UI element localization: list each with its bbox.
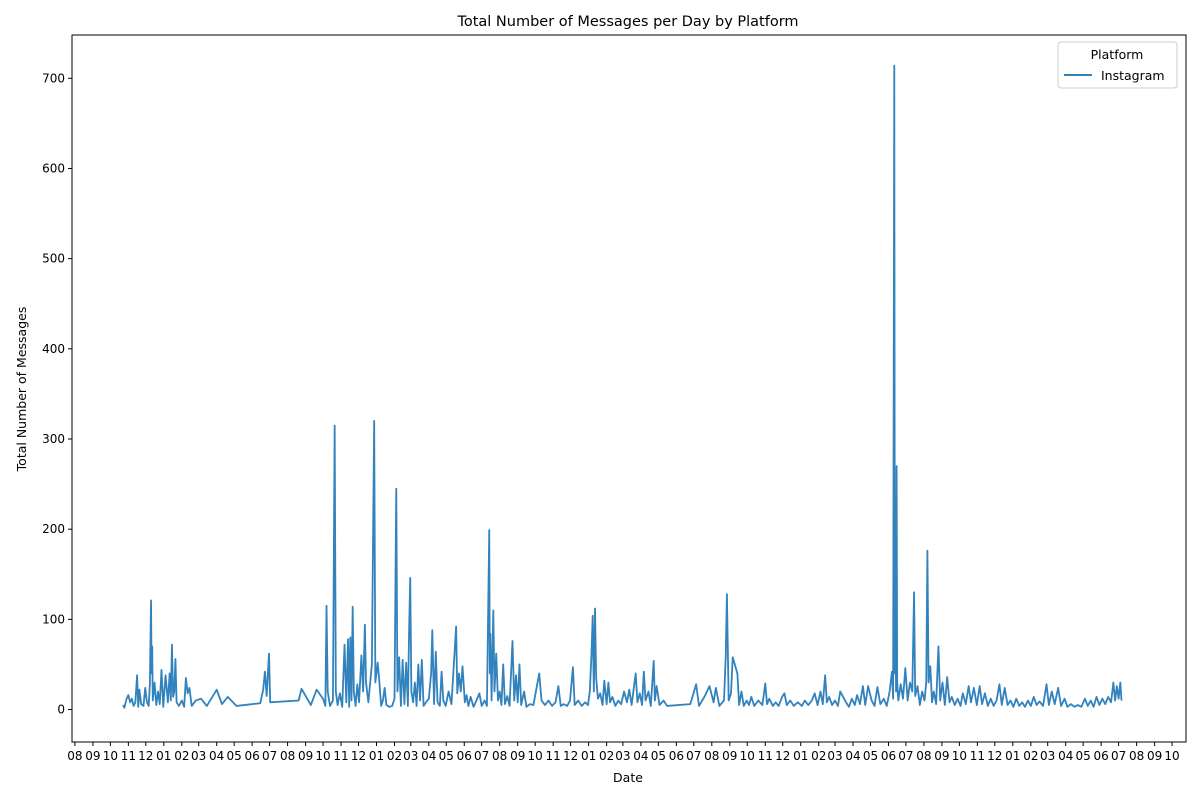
x-tick-label: 04	[1058, 749, 1073, 763]
x-tick-label: 07	[262, 749, 277, 763]
y-tick-label: 600	[42, 161, 65, 175]
x-tick-label: 12	[775, 749, 790, 763]
legend: Platform Instagram	[1057, 41, 1178, 89]
x-tick-label: 09	[510, 749, 525, 763]
legend-title: Platform	[1091, 47, 1144, 62]
x-tick-label: 10	[103, 749, 118, 763]
x-tick-label: 10	[1164, 749, 1179, 763]
series-line-instagram	[122, 64, 1123, 709]
x-tick-label: 05	[863, 749, 878, 763]
y-tick-label: 500	[42, 252, 65, 266]
x-tick-label: 11	[546, 749, 561, 763]
x-tick-label: 11	[758, 749, 773, 763]
x-tick-label: 01	[369, 749, 384, 763]
x-tick-label: 02	[174, 749, 189, 763]
x-tick-label: 12	[351, 749, 366, 763]
x-tick-label: 07	[686, 749, 701, 763]
x-tick-label: 04	[845, 749, 860, 763]
x-tick-label: 02	[811, 749, 826, 763]
x-axis-label: Date	[613, 770, 643, 785]
x-axis: 08 09 10 11 12 01 02 03 04 05 06 07 08 09 10 11 12 01 02 03…	[67, 742, 1180, 763]
y-tick-label: 200	[42, 522, 65, 536]
x-tick-label: 08	[67, 749, 82, 763]
x-tick-label: 09	[85, 749, 100, 763]
x-tick-label: 04	[209, 749, 224, 763]
x-tick-label: 06	[1094, 749, 1109, 763]
x-tick-label: 05	[226, 749, 241, 763]
x-tick-label: 02	[387, 749, 402, 763]
x-tick-label: 01	[156, 749, 171, 763]
x-tick-label: 10	[315, 749, 330, 763]
y-tick-label: 300	[42, 432, 65, 446]
x-tick-label: 10	[528, 749, 543, 763]
x-tick-label: 03	[403, 749, 418, 763]
y-axis-label: Total Number of Messages	[14, 307, 29, 473]
x-tick-label: 05	[651, 749, 666, 763]
x-tick-label: 06	[881, 749, 896, 763]
x-tick-label: 09	[934, 749, 949, 763]
x-tick-label: 12	[987, 749, 1002, 763]
x-tick-label: 01	[581, 749, 596, 763]
x-tick-label: 05	[439, 749, 454, 763]
x-tick-label: 07	[1111, 749, 1126, 763]
x-tick-label: 12	[138, 749, 153, 763]
x-tick-label: 03	[827, 749, 842, 763]
y-axis: 0 100 200 300 400 500 600 700	[42, 71, 72, 717]
x-tick-label: 08	[492, 749, 507, 763]
x-tick-label: 08	[1129, 749, 1144, 763]
x-tick-label: 03	[615, 749, 630, 763]
x-tick-label: 05	[1076, 749, 1091, 763]
x-tick-label: 06	[457, 749, 472, 763]
y-tick-label: 400	[42, 342, 65, 356]
x-tick-label: 03	[191, 749, 206, 763]
x-tick-label: 02	[599, 749, 614, 763]
plot-area	[122, 64, 1123, 709]
y-tick-label: 100	[42, 612, 65, 626]
x-tick-label: 08	[280, 749, 295, 763]
x-tick-label: 03	[1040, 749, 1055, 763]
x-tick-label: 10	[952, 749, 967, 763]
x-tick-label: 06	[669, 749, 684, 763]
x-tick-label: 09	[1147, 749, 1162, 763]
chart-title: Total Number of Messages per Day by Plat…	[456, 14, 798, 30]
x-tick-label: 12	[563, 749, 578, 763]
legend-box	[1057, 41, 1178, 89]
x-tick-label: 04	[421, 749, 436, 763]
y-tick-label: 0	[57, 703, 65, 717]
legend-entry-instagram: Instagram	[1101, 68, 1165, 83]
x-tick-label: 10	[740, 749, 755, 763]
x-tick-label: 11	[333, 749, 348, 763]
x-tick-label: 08	[704, 749, 719, 763]
x-tick-label: 08	[916, 749, 931, 763]
x-tick-label: 11	[121, 749, 136, 763]
x-tick-label: 07	[898, 749, 913, 763]
axes-frame	[71, 34, 1187, 743]
x-tick-label: 02	[1023, 749, 1038, 763]
x-tick-label: 01	[793, 749, 808, 763]
x-tick-label: 04	[633, 749, 648, 763]
x-tick-label: 06	[245, 749, 260, 763]
x-tick-label: 07	[474, 749, 489, 763]
x-tick-label: 09	[722, 749, 737, 763]
x-tick-label: 01	[1005, 749, 1020, 763]
x-tick-label: 09	[298, 749, 313, 763]
x-tick-label: 11	[970, 749, 985, 763]
y-tick-label: 700	[42, 71, 65, 85]
